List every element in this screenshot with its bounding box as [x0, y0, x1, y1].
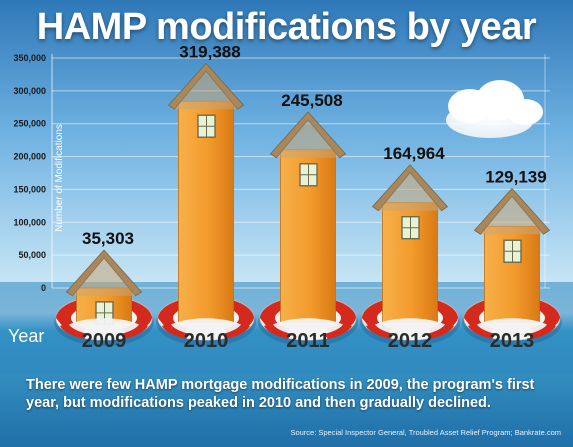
- ring-stripe: [60, 323, 88, 339]
- x-axis-label: Year: [8, 326, 44, 346]
- y-tick-label: 350,000: [13, 53, 46, 63]
- bar-group: 2009 35,303: [54, 229, 154, 352]
- x-tick-label: 2012: [388, 330, 433, 352]
- roof-shade: [378, 172, 442, 211]
- y-tick-label: 300,000: [13, 86, 46, 96]
- source-note: Source: Special Inspector General, Troub…: [290, 428, 561, 437]
- roof-icon: [269, 111, 347, 159]
- ring-stripe: [162, 323, 190, 339]
- roof-icon: [371, 164, 449, 212]
- y-tick-label: 200,000: [13, 152, 46, 162]
- roof-shade: [72, 258, 136, 296]
- ring-stripe: [366, 323, 394, 339]
- bar: [178, 100, 234, 323]
- ring-stripe: [324, 323, 352, 339]
- roof-shade: [276, 119, 340, 158]
- bar-group: 2010 319,388: [156, 42, 256, 352]
- roof-icon: [65, 249, 143, 297]
- chart-title: HAMP modifications by year: [36, 6, 537, 48]
- y-axis-label: Number of Modifications: [54, 124, 65, 232]
- x-tick-label: 2013: [490, 330, 535, 352]
- data-label: 245,508: [281, 91, 342, 110]
- ring-stripe: [426, 323, 454, 339]
- ring-stripe: [120, 323, 148, 339]
- data-label: 319,388: [179, 42, 240, 61]
- roof-shade: [174, 71, 238, 110]
- x-tick-label: 2009: [82, 330, 127, 352]
- roof-icon: [167, 62, 245, 110]
- ring-stripe: [264, 323, 292, 339]
- bars-layer: 2009 35,303 2010 319,388 2011 245,508 2012 164,…: [54, 42, 562, 352]
- roof-shade: [480, 196, 544, 235]
- y-tick-label: 0: [41, 283, 46, 293]
- x-tick-label: 2010: [184, 330, 229, 352]
- data-label: 35,303: [82, 229, 134, 248]
- data-label: 164,964: [383, 144, 445, 163]
- caption-text: There were few HAMP mortgage modificatio…: [26, 377, 535, 411]
- ring-stripe: [468, 323, 496, 339]
- y-tick-label: 100,000: [13, 217, 46, 227]
- y-tick-label: 250,000: [13, 119, 46, 129]
- data-label: 129,139: [485, 167, 546, 186]
- y-tick-label: 150,000: [13, 184, 46, 194]
- ring-stripe: [222, 323, 250, 339]
- cloud-icon: [446, 80, 543, 138]
- axis-layer: 0 50,000 100,000 150,000 200,000 250,000 300,0…: [13, 53, 46, 293]
- bar-group: 2012 164,964: [360, 144, 460, 352]
- bar-group: 2011 245,508: [258, 91, 358, 352]
- x-tick-label: 2011: [286, 330, 329, 352]
- roof-icon: [473, 187, 551, 235]
- ring-stripe: [528, 323, 556, 339]
- bar-group: 2013 129,139: [462, 167, 562, 352]
- y-tick-label: 50,000: [18, 250, 46, 260]
